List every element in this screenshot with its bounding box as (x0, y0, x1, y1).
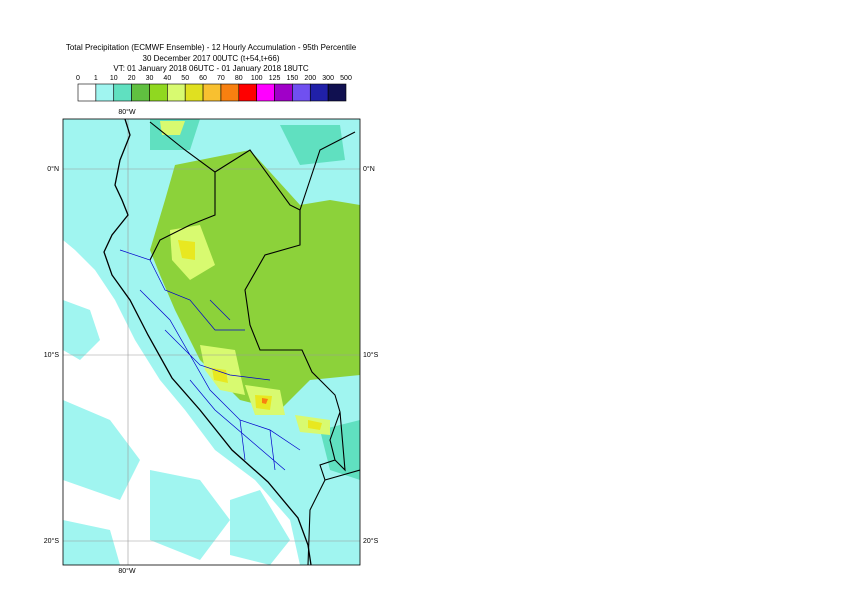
legend-label: 125 (269, 75, 281, 82)
legend-label: 60 (199, 75, 207, 82)
title: Total Precipitation (ECMWF Ensemble) - 1… (66, 43, 357, 52)
legend-label: 70 (217, 75, 225, 82)
legend-label: 50 (181, 75, 189, 82)
legend-swatch (327, 83, 347, 102)
lon-label: 80°W (118, 108, 136, 116)
legend-swatch (131, 83, 150, 102)
legend-label: 100 (251, 75, 263, 82)
legend-swatch (292, 83, 311, 102)
legend-swatch (77, 83, 97, 102)
lat-label: 20°S (44, 537, 60, 545)
lat-label: 10°S (44, 351, 60, 359)
legend-swatch (238, 83, 257, 102)
precip-very-heavy (160, 121, 330, 435)
legend: 0 1 10 20 30 40 50 60 70 80 100 125 150 200 300 500 (76, 75, 352, 102)
legend-swatch (309, 83, 329, 102)
legend-swatch (113, 83, 132, 102)
legend-label: 150 (287, 75, 299, 82)
precip-extreme (178, 240, 322, 430)
legend-label: 40 (163, 75, 171, 82)
lon-label: 80°W (118, 567, 136, 575)
legend-swatch (256, 83, 275, 102)
coastline (103, 119, 312, 565)
legend-label: 10 (110, 75, 118, 82)
legend-swatch (149, 83, 168, 102)
lat-label: 0°N (47, 165, 59, 173)
region-border (119, 249, 301, 471)
legend-label: 300 (322, 75, 334, 82)
legend-label: 200 (304, 75, 316, 82)
legend-swatch (167, 83, 186, 102)
lat-label: 0°N (363, 165, 375, 173)
legend-swatch (274, 83, 293, 102)
precip-peak (262, 398, 268, 404)
legend-label: 500 (340, 75, 352, 82)
map-frame (62, 118, 361, 566)
precip-moderate (150, 119, 360, 480)
legend-label: 0 (76, 75, 80, 82)
valid-time: VT: 01 January 2018 06UTC - 01 January 2… (113, 64, 308, 73)
legend-label: 30 (146, 75, 154, 82)
legend-swatch (95, 83, 115, 102)
lat-label: 20°S (363, 537, 379, 545)
map (63, 119, 360, 565)
precip-light (63, 300, 290, 565)
run-time: 30 December 2017 00UTC (t+54,t+66) (143, 54, 280, 63)
legend-label: 20 (128, 75, 136, 82)
lat-label: 10°S (363, 351, 379, 359)
country-border (149, 121, 360, 565)
legend-label: 80 (235, 75, 243, 82)
precip-heavy (150, 150, 360, 410)
legend-label: 1 (94, 75, 98, 82)
legend-swatch (202, 83, 222, 102)
legend-swatch (184, 83, 204, 102)
legend-swatch (220, 83, 240, 102)
